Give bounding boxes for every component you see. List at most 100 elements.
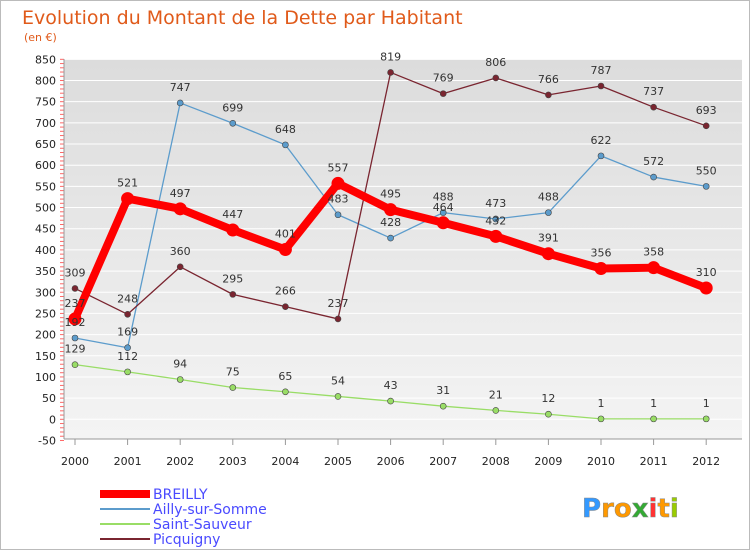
data-label: 1 [703, 397, 710, 410]
data-label: 358 [643, 246, 664, 259]
legend: BREILLYAilly-sur-SommeSaint-SauveurPicqu… [100, 487, 267, 548]
data-point [702, 183, 710, 190]
y-tick-label: 500 [35, 202, 56, 215]
data-labels: 237 521 497 447 401 557 495 464 432 391 356 358 310 1… [65, 50, 717, 409]
data-label: 622 [591, 134, 612, 147]
data-label: 43 [384, 379, 398, 392]
data-point [439, 402, 447, 410]
data-label: 21 [489, 388, 503, 401]
data-point [176, 99, 184, 107]
data-label: 112 [117, 350, 138, 363]
legend-label: Saint-Sauveur [153, 517, 252, 533]
y-tick-label: 700 [35, 117, 56, 130]
legend-label: Ailly-sur-Somme [153, 502, 267, 518]
data-label: 447 [222, 208, 243, 221]
data-point [282, 388, 289, 396]
data-label: 432 [485, 214, 506, 227]
data-point [545, 410, 552, 418]
data-label: 391 [538, 232, 559, 245]
x-tick-label: 2008 [482, 455, 510, 468]
data-label: 309 [65, 266, 86, 279]
y-tick-label: 800 [35, 75, 56, 88]
x-tick-label: 2003 [219, 455, 247, 468]
data-label: 248 [117, 292, 138, 305]
brand-letter: r [601, 494, 614, 524]
data-point [541, 247, 555, 261]
data-point [124, 344, 131, 352]
data-point [597, 415, 605, 423]
data-label: 737 [643, 85, 664, 98]
x-tick-label: 2009 [534, 455, 562, 468]
data-label: 464 [433, 201, 454, 214]
data-label: 787 [591, 64, 612, 77]
data-point [68, 312, 82, 326]
data-point [124, 368, 131, 376]
data-label: 521 [117, 177, 138, 190]
data-label: 572 [643, 155, 664, 168]
y-tick-label: 150 [35, 350, 56, 363]
data-point [545, 209, 552, 216]
data-point [71, 334, 79, 342]
data-label: 497 [170, 187, 191, 200]
x-axis: 2000 2001 2002 2003 2004 2005 2006 2007 2008 2009… [61, 438, 742, 468]
x-tick-label: 2010 [587, 455, 615, 468]
y-tick-label: -50 [38, 434, 56, 447]
x-tick-label: 2011 [640, 455, 668, 468]
brand-letter: t [657, 494, 669, 524]
data-label: 65 [278, 370, 292, 383]
chart-title: Evolution du Montant de la Dette par Hab… [22, 7, 463, 29]
y-tick-label: 600 [35, 159, 56, 172]
data-point [597, 152, 605, 160]
data-label: 488 [433, 191, 454, 204]
data-point [334, 393, 342, 400]
y-tick-label: 300 [35, 286, 56, 299]
data-point [229, 119, 237, 127]
y-tick-label: 650 [35, 138, 56, 151]
data-point [124, 310, 131, 318]
brand-logo: Proxiti [582, 494, 679, 524]
data-label: 550 [696, 164, 717, 177]
data-point [650, 173, 657, 181]
data-label: 693 [696, 104, 717, 117]
data-label: 266 [275, 285, 296, 298]
chart-subtitle: (en €) [24, 31, 57, 44]
data-label: 192 [65, 316, 86, 329]
data-label: 747 [170, 81, 191, 94]
y-tick-label: 750 [35, 96, 56, 109]
x-tick-label: 2012 [692, 455, 720, 468]
data-label: 401 [275, 227, 296, 240]
data-point [702, 415, 710, 423]
data-point [282, 141, 289, 149]
data-point [597, 82, 605, 90]
data-label: 237 [65, 297, 86, 310]
data-label: 473 [485, 197, 506, 210]
data-point [334, 211, 342, 219]
data-label: 699 [222, 101, 243, 114]
data-label: 129 [65, 343, 86, 356]
data-point [492, 407, 500, 414]
data-point [121, 192, 135, 206]
x-tick-label: 2005 [324, 455, 352, 468]
data-point [334, 315, 342, 323]
data-label: 488 [538, 191, 559, 204]
x-tick-label: 2006 [377, 455, 405, 468]
data-label: 31 [436, 384, 450, 397]
data-label: 428 [380, 216, 401, 229]
data-label: 819 [380, 50, 401, 63]
data-point [71, 285, 79, 292]
data-label: 295 [222, 272, 243, 285]
data-point [387, 69, 394, 76]
data-label: 94 [173, 357, 187, 370]
y-tick-label: 350 [35, 265, 56, 278]
data-point [278, 242, 292, 256]
data-point [176, 376, 184, 383]
data-label: 806 [485, 56, 506, 69]
data-point [439, 90, 447, 97]
y-tick-label: 200 [35, 329, 56, 342]
x-tick-label: 2004 [271, 455, 299, 468]
x-tick-label: 2001 [114, 455, 142, 468]
data-point [229, 384, 237, 391]
data-label: 769 [433, 72, 454, 85]
brand-letter: o [614, 494, 632, 524]
